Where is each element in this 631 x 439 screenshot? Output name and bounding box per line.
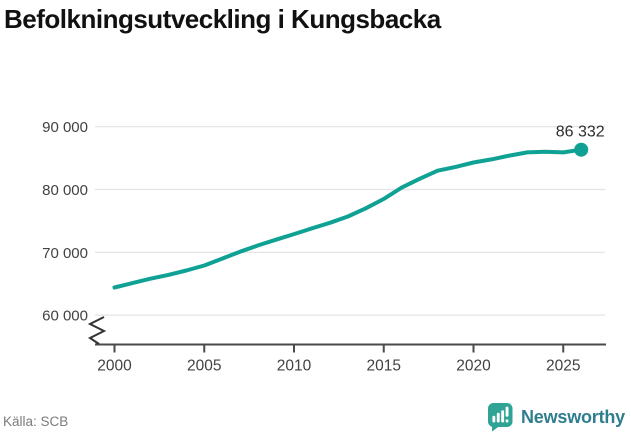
footer: Källa: SCB Newsworthy (0, 399, 631, 439)
axis-break-icon (87, 316, 107, 345)
end-point-dot (574, 142, 589, 157)
newsworthy-bubble-chart-icon (487, 403, 513, 432)
x-tick-label: 2025 (546, 358, 580, 375)
x-tick-label: 2010 (277, 358, 312, 375)
y-tick-label: 80 000 (42, 182, 88, 199)
newsworthy-logo: Newsworthy (487, 402, 625, 432)
source-label: Källa: SCB (3, 414, 69, 429)
newsworthy-wordmark: Newsworthy (520, 406, 625, 427)
line-chart: 60 000 70 000 80 000 90 000 2000 2005 2010 2015… (0, 60, 631, 380)
end-value-label: 86 332 (556, 124, 605, 141)
x-tick-label: 2000 (97, 358, 132, 375)
chart-title: Befolkningsutveckling i Kungsbacka (4, 4, 441, 34)
x-tick-label: 2005 (187, 358, 221, 375)
y-tick-label: 70 000 (42, 245, 88, 262)
x-tick-label: 2015 (367, 358, 401, 375)
x-tick-label: 2020 (456, 358, 491, 375)
y-tick-label: 60 000 (42, 308, 88, 325)
y-tick-label: 90 000 (42, 119, 88, 136)
line-chart-svg: 60 000 70 000 80 000 90 000 2000 2005 2010 2015… (42, 119, 606, 375)
population-line (112, 147, 584, 290)
